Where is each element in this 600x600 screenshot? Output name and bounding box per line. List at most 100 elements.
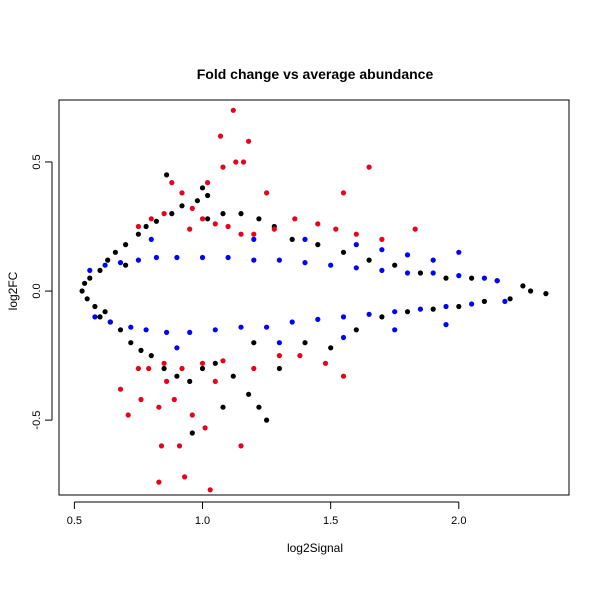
data-point — [230, 373, 236, 379]
data-point — [292, 216, 298, 222]
data-point — [302, 260, 308, 266]
x-axis: 0.5 1.0 1.5 2.0 — [67, 501, 466, 527]
data-point — [169, 180, 175, 186]
data-point — [212, 221, 218, 227]
y-tick-label: -0.5 — [31, 411, 43, 430]
data-point — [366, 257, 372, 263]
data-point — [205, 192, 211, 199]
data-point — [92, 303, 98, 310]
data-point — [205, 180, 211, 186]
data-point — [179, 203, 185, 209]
data-point — [112, 249, 118, 255]
data-point — [199, 185, 206, 191]
data-point — [82, 280, 88, 286]
data-point — [430, 306, 436, 312]
data-point — [443, 275, 449, 281]
data-point — [161, 360, 167, 366]
data-point — [271, 226, 277, 232]
y-tick-label: 0.0 — [31, 283, 43, 298]
data-point — [392, 262, 398, 268]
data-point — [189, 430, 195, 436]
data-point — [328, 262, 334, 268]
data-point — [212, 360, 218, 366]
data-point — [158, 443, 165, 449]
data-point — [315, 242, 321, 248]
data-point — [404, 252, 411, 258]
data-point — [161, 365, 167, 372]
data-point — [430, 257, 436, 263]
data-point — [256, 404, 262, 410]
data-point — [199, 254, 206, 261]
data-point — [353, 242, 359, 248]
data-point — [353, 265, 359, 271]
data-point — [146, 365, 152, 372]
data-point — [161, 211, 167, 217]
data-point — [379, 247, 385, 253]
data-point — [187, 329, 193, 335]
data-point — [430, 270, 436, 276]
data-point — [179, 190, 185, 196]
data-point — [105, 257, 111, 263]
data-point — [87, 267, 93, 273]
data-point — [528, 288, 534, 294]
data-point — [148, 236, 154, 242]
data-point — [189, 412, 195, 418]
data-point — [174, 254, 180, 261]
data-point — [233, 159, 239, 165]
data-point — [507, 296, 513, 302]
data-point — [156, 479, 162, 485]
data-point — [251, 257, 257, 263]
data-point — [199, 216, 206, 222]
data-point — [238, 231, 244, 237]
data-point — [264, 324, 270, 330]
data-point — [238, 324, 244, 330]
data-point — [171, 396, 177, 403]
data-point — [117, 386, 124, 392]
chart-title: Fold change vs average abundance — [197, 66, 434, 82]
data-point — [456, 249, 462, 255]
points-layer — [79, 107, 549, 493]
data-point — [125, 412, 131, 418]
data-point — [353, 327, 359, 333]
data-point — [238, 211, 244, 217]
data-point — [135, 223, 141, 230]
data-point — [494, 278, 500, 284]
data-point — [456, 273, 462, 279]
data-point — [135, 231, 141, 237]
data-point — [128, 324, 134, 330]
data-point — [315, 221, 321, 227]
data-point — [469, 275, 475, 281]
data-point — [176, 443, 183, 449]
data-point — [117, 327, 124, 333]
data-point — [340, 334, 347, 341]
data-point — [230, 107, 236, 113]
data-point — [217, 133, 224, 139]
data-point — [315, 316, 321, 322]
data-point — [79, 288, 85, 294]
x-tick-label: 2.0 — [451, 515, 466, 527]
x-tick-label: 1.5 — [323, 515, 338, 527]
data-point — [302, 340, 308, 346]
data-point — [156, 404, 162, 410]
data-point — [205, 216, 211, 222]
x-tick-label: 1.0 — [195, 515, 210, 527]
data-point — [333, 226, 339, 232]
data-point — [123, 262, 129, 268]
data-point — [379, 314, 385, 320]
data-point — [102, 262, 108, 268]
data-point — [87, 275, 93, 281]
data-point — [264, 190, 270, 196]
data-point — [97, 267, 103, 273]
y-tick-label: 0.5 — [31, 154, 43, 169]
data-point — [276, 257, 282, 263]
data-point — [251, 231, 257, 237]
data-point — [289, 236, 295, 242]
data-point — [417, 270, 423, 276]
data-point — [276, 365, 282, 372]
data-point — [246, 391, 252, 397]
data-point — [481, 298, 487, 304]
data-point — [366, 164, 372, 170]
y-axis: -0.5 0.0 0.5 — [31, 154, 53, 430]
data-point — [340, 314, 347, 320]
data-point — [189, 205, 195, 211]
